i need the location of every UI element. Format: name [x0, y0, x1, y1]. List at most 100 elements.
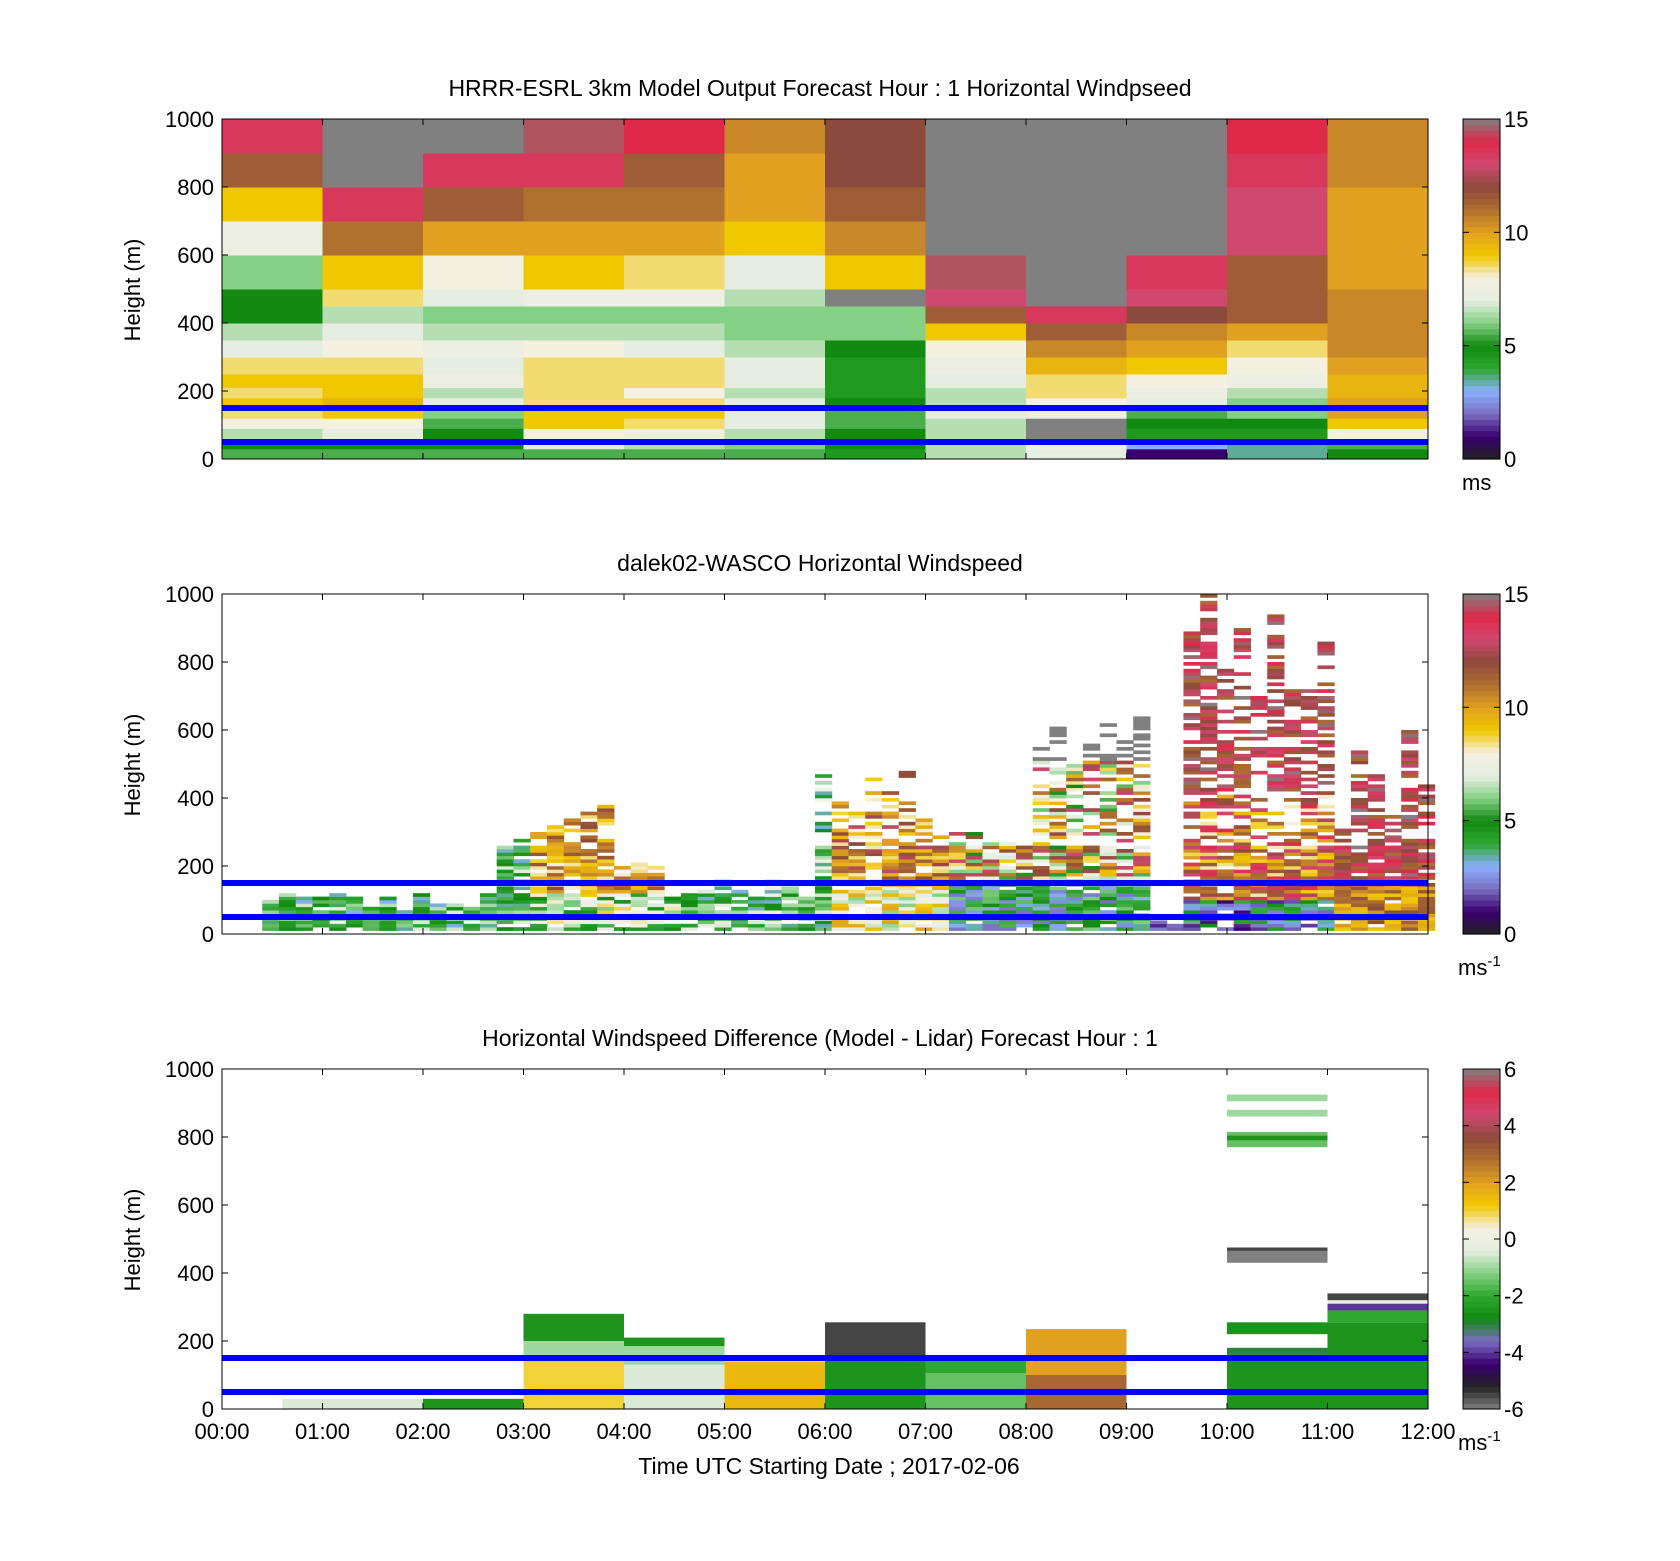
lidar-bin: [1183, 750, 1201, 755]
lidar-bin: [1300, 706, 1318, 710]
lidar-bin: [948, 842, 967, 846]
lidar-bin: [1116, 764, 1134, 768]
lidar-bin: [1250, 747, 1268, 751]
lidar-bin: [1200, 832, 1218, 836]
lidar-bin: [764, 910, 782, 914]
lidar-bin: [546, 825, 565, 829]
lidar-bin: [278, 920, 297, 925]
lidar-bin: [1267, 675, 1285, 680]
colorbar-segment: [1463, 1346, 1500, 1353]
colorbar-segment: [1463, 340, 1500, 347]
lidar-bin: [965, 869, 983, 874]
heatmap-cell: [1327, 408, 1429, 419]
lidar-bin: [664, 900, 682, 904]
heatmap-cell: [1026, 323, 1127, 341]
lidar-bin: [546, 927, 565, 931]
lidar-bin: [747, 903, 766, 908]
lidar-bin: [1250, 821, 1268, 826]
lidar-bin: [295, 927, 313, 931]
heatmap-cell: [925, 418, 1027, 429]
colorbar-segment: [1463, 815, 1500, 822]
lidar-bin: [1233, 696, 1251, 700]
heatmap-cell: [724, 221, 826, 256]
lidar-bin: [546, 855, 565, 860]
lidar-bin: [1283, 774, 1302, 778]
lidar-bin: [1133, 743, 1151, 748]
lidar-bin: [1233, 927, 1251, 931]
lidar-bin: [580, 872, 598, 877]
lidar-bin: [1116, 801, 1134, 806]
lidar-bin: [1417, 862, 1436, 867]
lidar-bin: [1334, 876, 1352, 880]
lidar-bin: [1032, 828, 1050, 833]
colorbar-segment: [1463, 599, 1500, 606]
lidar-bin: [1066, 872, 1084, 877]
lidar-bin: [1166, 923, 1184, 928]
lidar-bin: [898, 923, 916, 928]
heatmap-cell: [222, 255, 323, 290]
lidar-bin: [1099, 845, 1117, 850]
heatmap-cell: [222, 374, 323, 389]
lidar-bin: [932, 845, 950, 850]
colorbar-segment: [1463, 656, 1500, 663]
lidar-bin: [530, 896, 548, 901]
lidar-bin: [1350, 855, 1369, 860]
lidar-bin: [1300, 747, 1318, 751]
lidar-bin: [1233, 906, 1251, 911]
lidar-bin: [396, 910, 414, 914]
colorbar-segment: [1463, 192, 1500, 199]
lidar-bin: [597, 889, 615, 894]
lidar-bin: [1099, 828, 1117, 833]
lidar-bin: [1099, 767, 1117, 772]
lidar-bin: [496, 906, 514, 911]
lidar-bin: [881, 815, 900, 819]
lidar-bin: [1183, 692, 1201, 697]
y-tick-label: 1000: [165, 582, 214, 607]
lidar-bin: [915, 896, 933, 901]
lidar-bin: [1401, 787, 1419, 792]
lidar-bin: [1082, 900, 1101, 904]
y-tick-label: 200: [177, 379, 214, 404]
lidar-bin: [831, 842, 849, 846]
lidar-bin: [1317, 927, 1335, 931]
lidar-bin: [1300, 832, 1318, 836]
heatmap-cell: [624, 187, 725, 222]
lidar-bin: [1133, 896, 1151, 901]
heatmap-cell: [1227, 1347, 1328, 1355]
colorbar-segment: [1463, 147, 1500, 154]
y-tick-label: 200: [177, 1329, 214, 1354]
lidar-bin: [479, 927, 498, 931]
lidar-bin: [1233, 706, 1251, 710]
lidar-bin: [1066, 900, 1084, 904]
lidar-bin: [1233, 900, 1251, 904]
lidar-bin: [1350, 828, 1369, 833]
lidar-bin: [1049, 859, 1067, 863]
lidar-bin: [1032, 886, 1050, 891]
lidar-bin: [898, 872, 916, 877]
lidar-bin: [680, 927, 699, 931]
lidar-bin: [865, 815, 883, 819]
lidar-bin: [1350, 750, 1369, 755]
colorbar-segment: [1463, 922, 1500, 929]
lidar-bin: [1200, 900, 1218, 904]
heatmap-cell: [825, 418, 926, 429]
lidar-bin: [1267, 713, 1285, 717]
colorbar-tick-label: 5: [1504, 334, 1516, 359]
lidar-bin: [932, 855, 950, 860]
lidar-bin: [1250, 896, 1268, 901]
lidar-bin: [932, 900, 950, 904]
heatmap-cell: [1227, 428, 1328, 440]
lidar-bin: [1082, 896, 1101, 901]
lidar-bin: [932, 910, 950, 914]
lidar-bin: [1401, 821, 1419, 826]
heatmap-cell: [322, 397, 424, 409]
difference-x-axis-label: Time UTC Starting Date ; 2017-02-06: [638, 1453, 1019, 1479]
lidar-bin: [1032, 889, 1050, 894]
lidar-bin: [1317, 872, 1335, 877]
lidar-bin: [1401, 910, 1419, 914]
lidar-bin: [1317, 825, 1335, 829]
lidar-bin: [580, 886, 598, 891]
lidar-bin: [1233, 859, 1251, 863]
lidar-bin: [262, 903, 280, 908]
lidar-bin: [295, 906, 313, 911]
